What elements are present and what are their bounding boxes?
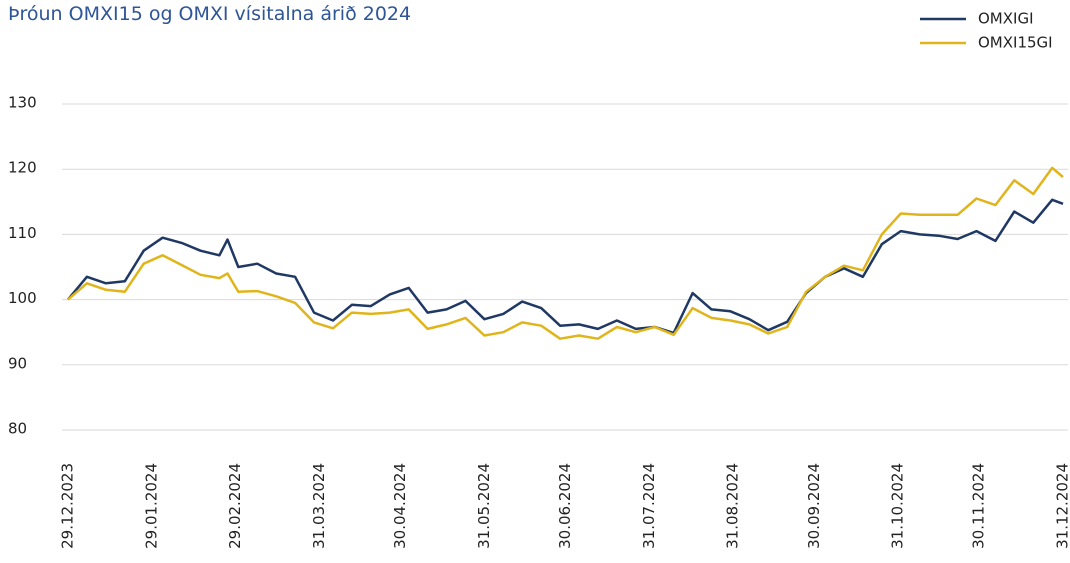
x-tick-label: 30.04.2024 [391,463,409,549]
y-tick-label: 90 [8,354,27,372]
x-tick-label: 31.12.2024 [1054,463,1070,549]
y-tick-label: 120 [8,159,37,177]
x-tick-label: 29.01.2024 [142,463,160,549]
x-tick-label: 30.11.2024 [970,463,988,549]
x-tick-label: 29.12.2023 [59,463,77,549]
x-tick-label: 31.03.2024 [310,463,328,549]
x-tick-label: 29.02.2024 [226,463,244,549]
y-tick-label: 80 [8,420,27,438]
line [67,166,1064,340]
chart-title: Þróun OMXI15 og OMXI vísitalna árið 2024 [8,3,411,25]
x-tick-label: 30.09.2024 [805,463,823,549]
line [67,198,1064,335]
x-tick-label: 31.07.2024 [640,463,658,549]
legend-label: OMXI15GI [978,34,1053,52]
y-tick-label: 100 [8,289,37,307]
x-tick-label: 31.08.2024 [724,463,742,549]
x-tick-label: 31.05.2024 [475,463,493,549]
x-tick-label: 31.10.2024 [889,463,907,549]
y-tick-label: 110 [8,224,37,242]
y-tick-label: 130 [8,94,37,112]
x-tick-label: 30.06.2024 [556,463,574,549]
legend-label: OMXIGI [978,10,1034,28]
